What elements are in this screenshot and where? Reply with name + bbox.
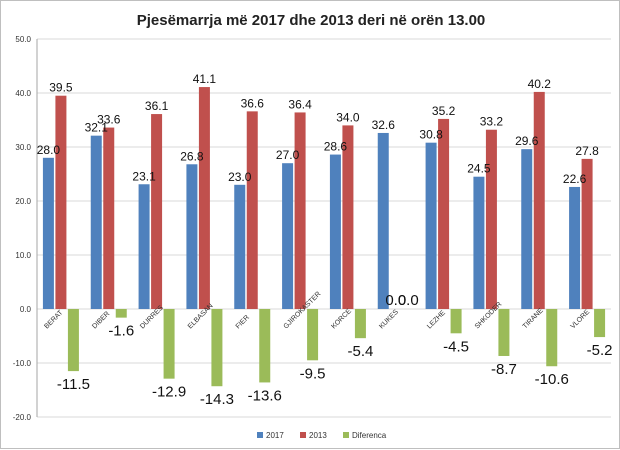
y-tick-label: 10.0 (15, 251, 31, 260)
data-label-diber-diferenca: -1.6 (108, 323, 134, 340)
y-tick-label: 20.0 (15, 197, 31, 206)
data-label-elbasan-2017: 26.8 (180, 149, 204, 163)
data-label-lezhe-diferenca: -4.5 (443, 338, 469, 355)
legend-swatch-diferenca (343, 432, 349, 438)
data-label-korce-diferenca: -5.4 (347, 343, 373, 360)
chart-title: Pjesëmarrja më 2017 dhe 2013 deri në orë… (137, 12, 486, 29)
data-label-gjirokaster-2017: 27.0 (276, 148, 300, 162)
bar-kukes-2017 (378, 133, 389, 309)
bar-fier-2013 (247, 111, 258, 309)
bar-durres-2017 (139, 184, 150, 309)
bar-gjirokaster-2013 (295, 112, 306, 309)
data-label-shkoder-2013: 33.2 (480, 115, 504, 129)
y-tick-label: -10.0 (13, 359, 32, 368)
data-label-fier-diferenca: -13.6 (248, 387, 282, 404)
bar-berat-diferenca (68, 309, 79, 371)
bar-gjirokaster-2017 (282, 163, 293, 309)
bar-gjirokaster-diferenca (307, 309, 318, 360)
bar-elbasan-2017 (186, 164, 197, 309)
bar-fier-2017 (234, 185, 245, 309)
bar-korce-2017 (330, 155, 341, 309)
category-label-tirane: TIRANE (522, 307, 545, 330)
data-label-elbasan-diferenca: -14.3 (200, 391, 234, 408)
data-label-vlore-2013: 27.8 (575, 144, 599, 158)
legend: 2017 2013 Diferenca (257, 431, 387, 440)
data-label-vlore-diferenca: -5.2 (587, 342, 613, 359)
y-tick-label: 30.0 (15, 143, 31, 152)
data-label-durres-2013: 36.1 (145, 99, 169, 113)
y-tick-label: 40.0 (15, 89, 31, 98)
category-label-berat: BERAT (43, 309, 65, 331)
legend-label-2013: 2013 (309, 431, 327, 440)
data-label-tirane-2013: 40.2 (528, 77, 552, 91)
legend-label-2017: 2017 (266, 431, 284, 440)
bars (43, 87, 605, 386)
category-label-korce: KORCE (330, 308, 353, 331)
data-label-durres-2017: 23.1 (132, 169, 156, 183)
data-label-diber-2013: 33.6 (97, 113, 121, 127)
category-label-vlore: VLORE (570, 308, 592, 330)
legend-swatch-2017 (257, 432, 263, 438)
data-label-korce-2013: 34.0 (336, 110, 360, 124)
data-label-vlore-2017: 22.6 (563, 172, 587, 186)
bar-lezhe-2017 (426, 143, 437, 309)
legend-label-diferenca: Diferenca (352, 431, 387, 440)
category-label-lezhe: LEZHE (426, 309, 447, 330)
bar-shkoder-2017 (473, 177, 484, 309)
bar-shkoder-2013 (486, 130, 497, 309)
legend-swatch-2013 (300, 432, 306, 438)
data-label-gjirokaster-2013: 36.4 (288, 97, 312, 111)
bar-durres-2013 (151, 114, 162, 309)
y-tick-label: 50.0 (15, 35, 31, 44)
data-label-berat-diferenca: -11.5 (57, 376, 90, 393)
bar-korce-diferenca (355, 309, 366, 338)
bar-fier-diferenca (259, 309, 270, 382)
bar-vlore-diferenca (594, 309, 605, 337)
bar-elbasan-2013 (199, 87, 210, 309)
category-label-kukes: KUKES (378, 308, 400, 330)
bar-berat-2017 (43, 158, 54, 309)
category-label-fier: FIER (235, 314, 251, 330)
data-label-korce-2017: 28.6 (324, 140, 348, 154)
data-label-kukes-2017: 32.6 (372, 118, 396, 132)
bar-tirane-diferenca (546, 309, 557, 366)
bar-vlore-2017 (569, 187, 580, 309)
data-label-shkoder-2017: 24.5 (467, 162, 491, 176)
data-label-tirane-2017: 29.6 (515, 134, 539, 148)
bar-durres-diferenca (164, 309, 175, 379)
data-label-berat-2017: 28.0 (37, 143, 61, 157)
bar-diber-diferenca (116, 309, 127, 318)
bar-lezhe-diferenca (451, 309, 462, 333)
data-label-durres-diferenca: -12.9 (152, 384, 186, 401)
data-label-kukes-diferenca: 0.0 (398, 292, 419, 309)
data-label-fier-2017: 23.0 (228, 170, 252, 184)
data-label-fier-2013: 36.6 (241, 96, 265, 110)
bar-diber-2013 (103, 128, 114, 309)
data-label-lezhe-2013: 35.2 (432, 104, 456, 118)
y-axis: -20.0 -10.0 0.0 10.0 20.0 30.0 40.0 50.0 (13, 35, 37, 422)
data-label-tirane-diferenca: -10.6 (535, 371, 569, 388)
bar-diber-2017 (91, 136, 102, 309)
bar-tirane-2017 (521, 149, 532, 309)
bar-elbasan-diferenca (211, 309, 222, 386)
bar-shkoder-diferenca (498, 309, 509, 356)
data-label-gjirokaster-diferenca: -9.5 (300, 365, 326, 382)
bar-berat-2013 (55, 96, 66, 309)
data-label-shkoder-diferenca: -8.7 (491, 361, 517, 378)
bar-lezhe-2013 (438, 119, 449, 309)
y-tick-label: 0.0 (20, 305, 32, 314)
data-label-elbasan-2013: 41.1 (193, 72, 217, 86)
y-tick-label: -20.0 (13, 413, 32, 422)
data-label-lezhe-2017: 30.8 (419, 128, 443, 142)
bar-tirane-2013 (534, 92, 545, 309)
data-label-berat-2013: 39.5 (49, 81, 73, 95)
